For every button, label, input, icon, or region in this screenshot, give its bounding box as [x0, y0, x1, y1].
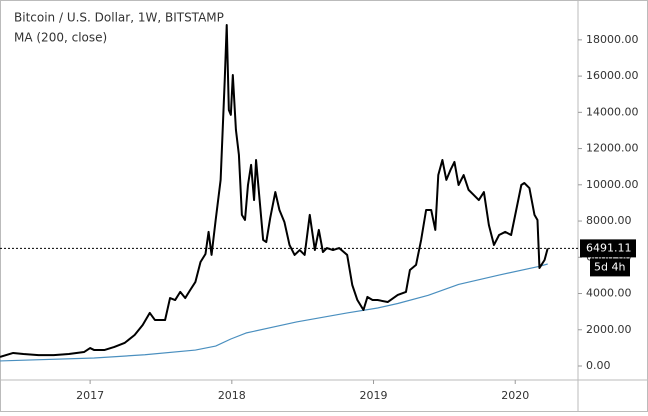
- countdown-box: [590, 258, 630, 277]
- y-tick-label: 2000.00: [586, 323, 632, 336]
- last-price-label: 6491.11: [586, 241, 632, 254]
- y-tick-label: 10000.00: [586, 178, 639, 191]
- series-line: [0, 24, 549, 358]
- chart-subtitle: MA (200, close): [14, 31, 107, 45]
- x-tick-label: 2018: [218, 389, 246, 402]
- x-tick-label: 2020: [501, 389, 529, 402]
- x-tick-label: 2017: [76, 389, 104, 402]
- chart-title: Bitcoin / U.S. Dollar, 1W, BITSTAMP: [14, 11, 224, 25]
- y-tick-label: 8000.00: [586, 214, 632, 227]
- plot-area: [0, 24, 549, 362]
- y-tick-label: 16000.00: [586, 69, 639, 82]
- y-tick-label: 12000.00: [586, 142, 639, 155]
- series-line: [0, 263, 548, 362]
- last-price-box: [580, 239, 636, 258]
- y-tick-label: 0.00: [586, 359, 611, 372]
- y-tick-label: 14000.00: [586, 105, 639, 118]
- countdown-label: 5d 4h: [594, 260, 625, 273]
- x-tick-label: 2019: [360, 389, 388, 402]
- y-tick-label: 4000.00: [586, 287, 632, 300]
- y-tick-label: 18000.00: [586, 33, 639, 46]
